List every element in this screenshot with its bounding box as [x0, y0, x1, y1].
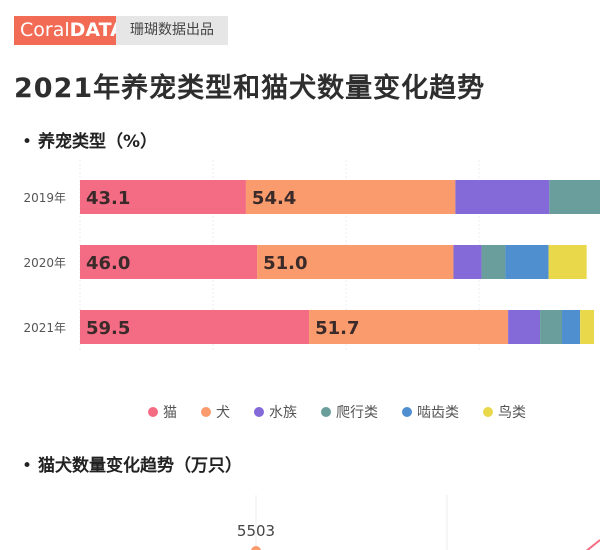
section-pet-types-heading: • 养宠类型（%）: [22, 127, 157, 152]
bar-segment-2: [257, 245, 454, 279]
bar-segment-3: [455, 180, 550, 214]
data-label: 5503: [237, 522, 275, 540]
legend-label: 水族: [269, 405, 297, 421]
bar-segment-1: [80, 310, 310, 344]
bar-segment-6: [580, 310, 594, 344]
legend-label: 爬行类: [336, 405, 378, 421]
bullet: •: [22, 132, 33, 152]
page-title: 2021年养宠类型和猫犬数量变化趋势: [14, 73, 486, 104]
bar-value-label: 46.0: [86, 253, 130, 274]
bar-segment-1: [80, 180, 246, 214]
bar-segment-4: [540, 310, 563, 344]
legend-swatch: [321, 407, 331, 417]
legend-item: 鸟类: [483, 402, 526, 422]
legend-item: 犬: [201, 402, 230, 422]
coraldata-logo: CoralDATA 珊瑚数据出品: [14, 16, 228, 45]
chart-legend: 猫 犬 水族 爬行类 啮齿类 鸟类: [148, 402, 526, 422]
bar-segment-2: [245, 180, 456, 214]
bar-value-label: 54.4: [252, 188, 296, 209]
bar-value-label: 43.1: [86, 188, 130, 209]
bar-segment-1: [80, 245, 258, 279]
bar-segment-4: [481, 245, 506, 279]
bar-value-label: 51.0: [263, 253, 307, 274]
logo-brand-bold: DATA: [69, 19, 125, 41]
bar-segment-5: [562, 310, 581, 344]
bar-segment-3: [508, 310, 541, 344]
legend-label: 犬: [216, 405, 230, 421]
legend-label: 啮齿类: [417, 405, 459, 421]
bar-value-label: 59.5: [86, 318, 130, 339]
legend-swatch: [402, 407, 412, 417]
bar-segment-5: [505, 245, 549, 279]
legend-swatch: [483, 407, 493, 417]
bar-segment-4: [549, 180, 600, 214]
cat-series-line: [585, 539, 600, 550]
legend-swatch: [148, 407, 158, 417]
legend-item: 水族: [254, 402, 297, 422]
bar-segment-6: [548, 245, 587, 279]
bar-segment-3: [453, 245, 482, 279]
bar-value-label: 51.7: [315, 318, 359, 339]
logo-subtitle: 珊瑚数据出品: [116, 16, 228, 45]
data-point-dog-2019: [251, 546, 261, 550]
category-label: 2019年: [23, 191, 66, 205]
category-label: 2021年: [23, 321, 66, 335]
section-title: 养宠类型（%）: [38, 132, 158, 152]
legend-item: 啮齿类: [402, 402, 459, 422]
section-cat-dog-trend-heading: • 猫犬数量变化趋势（万只）: [22, 451, 242, 476]
bullet: •: [22, 456, 33, 476]
legend-label: 猫: [163, 405, 177, 421]
category-label: 2020年: [23, 256, 66, 270]
section-title: 猫犬数量变化趋势（万只）: [38, 456, 243, 476]
legend-swatch: [254, 407, 264, 417]
legend-item: 猫: [148, 402, 177, 422]
stacked-bar-chart: 2019年 43.1 54.4 2020年 46.0 51.0 2021年 59.5 51.7: [23, 160, 600, 350]
legend-item: 爬行类: [321, 402, 378, 422]
logo-brand-light: Coral: [20, 19, 70, 41]
legend-label: 鸟类: [498, 405, 526, 421]
legend-swatch: [201, 407, 211, 417]
bar-segment-2: [309, 310, 509, 344]
